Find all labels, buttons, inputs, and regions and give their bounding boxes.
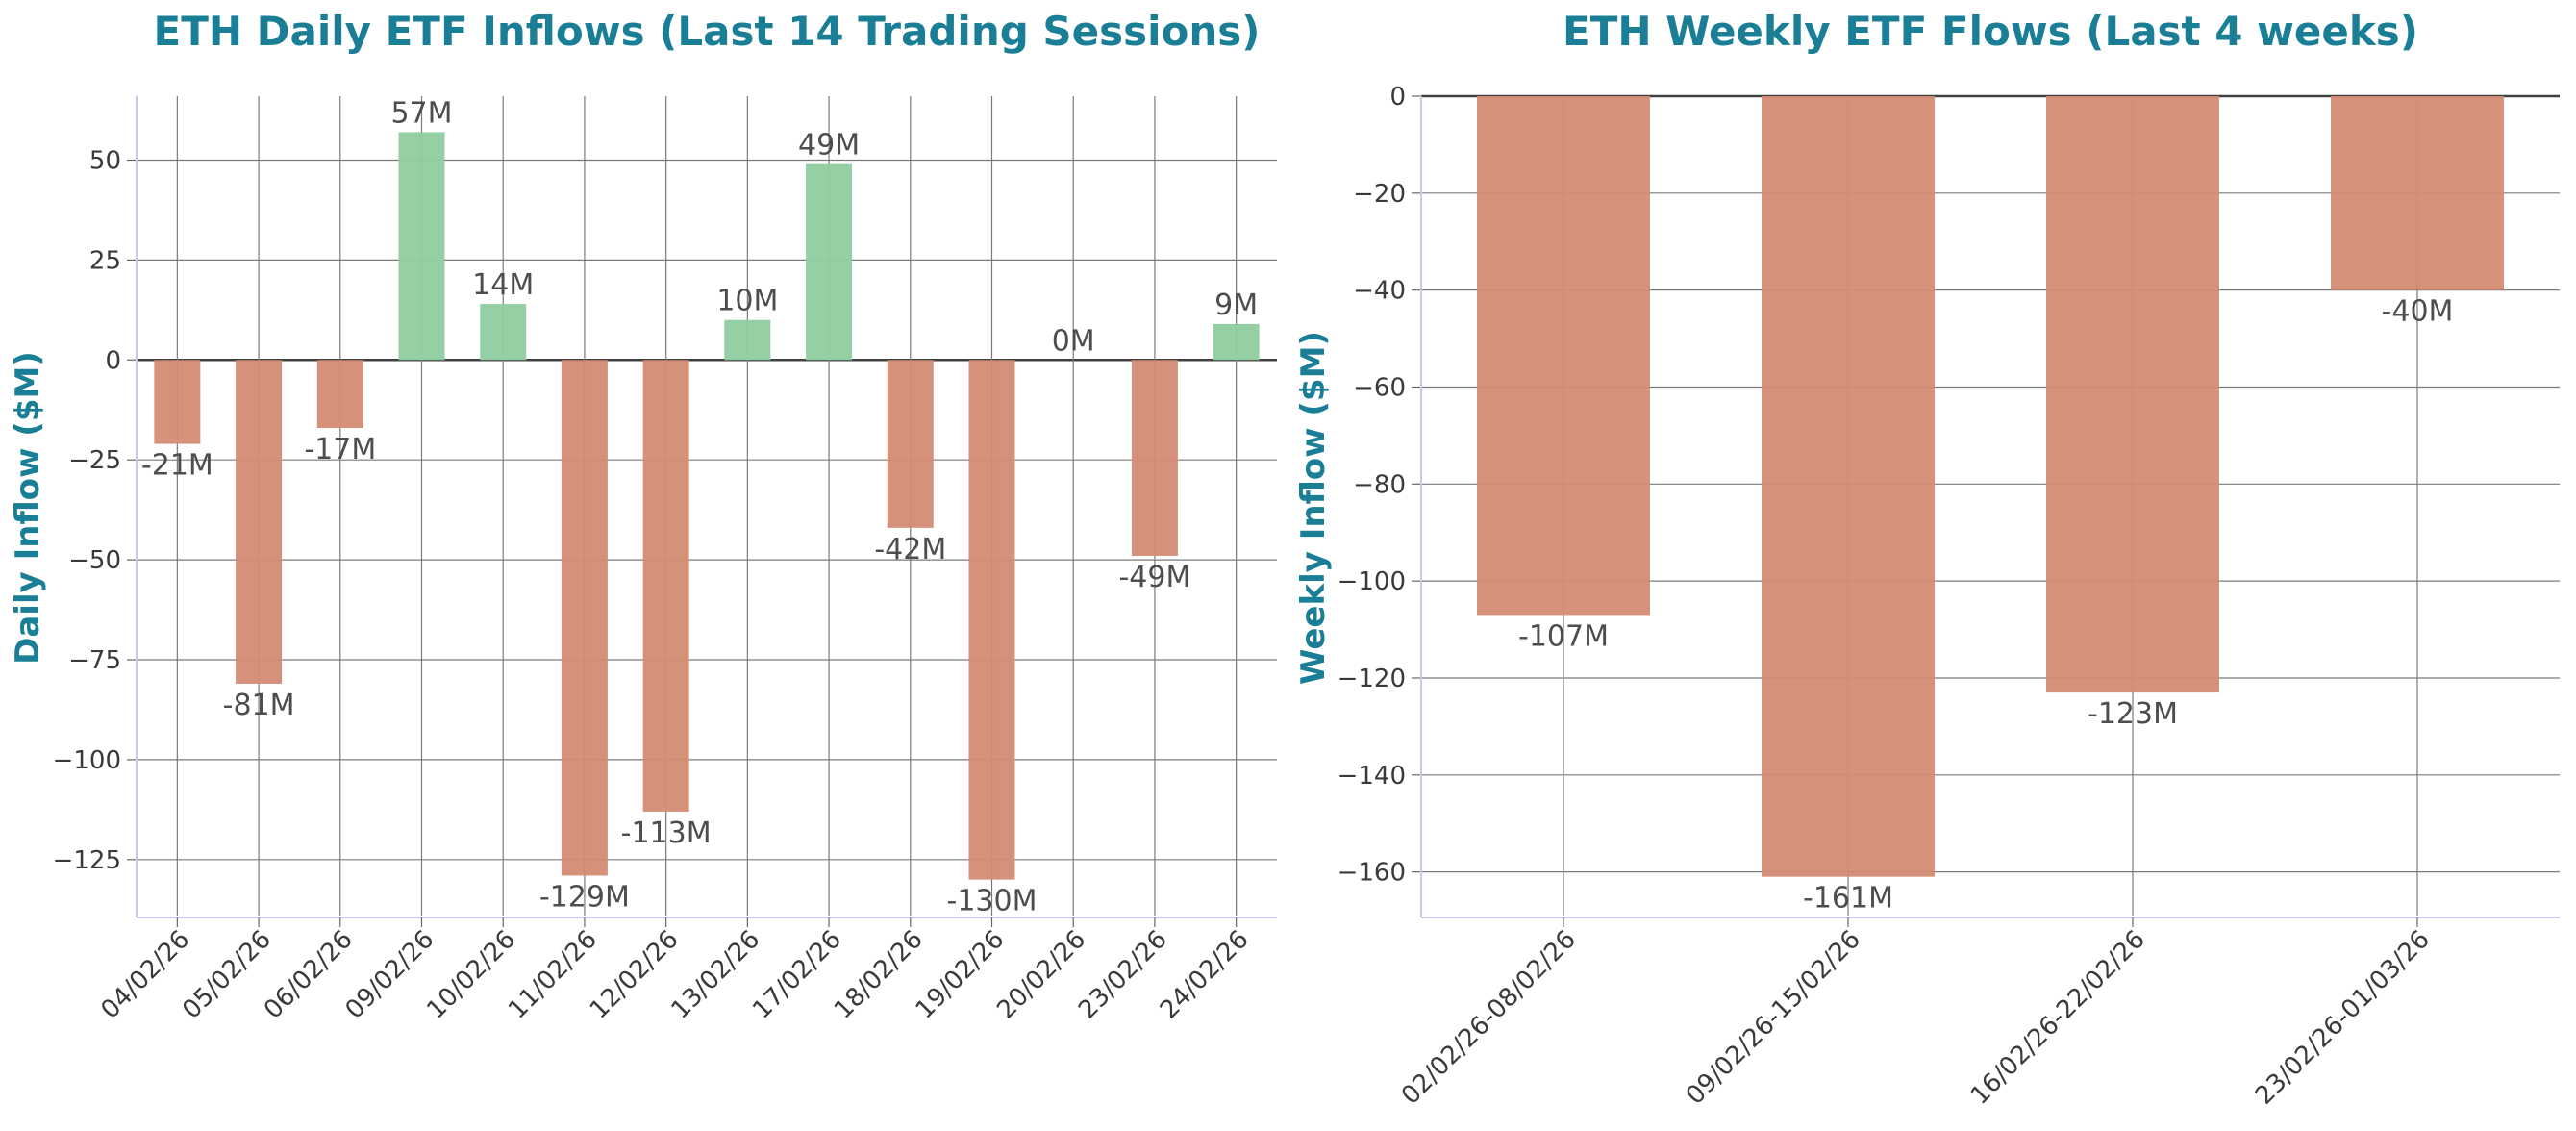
- data-label: 9M: [1214, 289, 1258, 322]
- data-labels: -107M -161M -123M -40M: [1518, 295, 2453, 916]
- bar: [2046, 96, 2219, 693]
- y-tick-label: −120: [1338, 665, 1406, 693]
- daily-chart-title: ETH Daily ETF Inflows (Last 14 Trading S…: [154, 8, 1261, 55]
- bar: [2331, 96, 2504, 290]
- y-tick-label: 0: [105, 346, 121, 375]
- bar: [1762, 96, 1935, 877]
- data-label: -123M: [2088, 697, 2178, 731]
- bar: [316, 360, 363, 428]
- y-tick-label: −25: [68, 446, 121, 475]
- data-label: 10M: [716, 285, 778, 318]
- y-tick-label: −50: [68, 546, 121, 575]
- x-tick-label: 19/02/26: [911, 925, 1011, 1025]
- data-label: -21M: [141, 449, 213, 483]
- y-tick-label: 0: [1389, 83, 1406, 112]
- data-label: -40M: [2382, 295, 2454, 329]
- data-label: -107M: [1518, 619, 1609, 653]
- y-tick-label: −125: [53, 846, 121, 875]
- weekly-chart-title: ETH Weekly ETF Flows (Last 4 weeks): [1563, 8, 2418, 55]
- x-tick-label: 23/02/26-01/03/26: [2250, 925, 2436, 1111]
- y-tick-label: −80: [1353, 470, 1406, 499]
- x-tick-label: 18/02/26: [829, 925, 929, 1025]
- x-tick-label: 24/02/26: [1155, 925, 1255, 1025]
- data-label: -81M: [223, 689, 295, 722]
- data-labels: -21M -81M -17M 57M 14M -129M -113M 10M 49M -42M -1…: [141, 96, 1258, 917]
- y-tick-label: −40: [1353, 277, 1406, 306]
- x-tick-label: 17/02/26: [747, 925, 847, 1025]
- x-tick-label: 20/02/26: [991, 925, 1091, 1025]
- x-tick-label: 11/02/26: [503, 925, 603, 1025]
- bars: [154, 132, 1260, 880]
- data-label: -17M: [304, 433, 376, 466]
- bar: [968, 360, 1015, 880]
- y-tick-label: −100: [53, 746, 121, 775]
- bar: [398, 132, 445, 361]
- data-label: -129M: [539, 880, 630, 914]
- x-tick-label: 13/02/26: [666, 925, 766, 1025]
- data-label: 0M: [1052, 324, 1095, 358]
- x-tick-label: 04/02/26: [96, 925, 196, 1025]
- x-tick-label: 02/02/26-08/02/26: [1396, 925, 1582, 1111]
- bar: [1131, 360, 1178, 556]
- bar: [642, 360, 689, 812]
- bar: [724, 319, 771, 361]
- bar: [236, 360, 283, 684]
- y-tick-label: −100: [1338, 567, 1406, 596]
- bar: [1213, 323, 1260, 361]
- y-tick-label: −140: [1338, 762, 1406, 791]
- daily-inflows-chart: ETH Daily ETF Inflows (Last 14 Trading S…: [9, 8, 1277, 1025]
- weekly-y-axis-label: Weekly Inflow ($M): [1294, 331, 1333, 685]
- x-tick-label: 05/02/26: [177, 925, 277, 1025]
- bar: [561, 360, 608, 876]
- y-tick-label: 25: [89, 246, 121, 275]
- bar: [806, 163, 853, 361]
- data-label: -49M: [1118, 561, 1190, 594]
- data-label: -130M: [947, 885, 1038, 918]
- data-label: 49M: [798, 129, 860, 163]
- x-tick-label: 06/02/26: [259, 925, 359, 1025]
- x-tick-label: 23/02/26: [1073, 925, 1173, 1025]
- data-label: -161M: [1803, 882, 1893, 916]
- y-tick-label: −75: [68, 646, 121, 675]
- bar: [480, 304, 527, 361]
- y-tick-label: −60: [1353, 373, 1406, 402]
- y-tick-label: −20: [1353, 180, 1406, 209]
- y-tick-label: 50: [89, 146, 121, 175]
- data-label: -113M: [621, 817, 712, 850]
- daily-y-axis-label: Daily Inflow ($M): [9, 351, 47, 665]
- x-tick-label: 10/02/26: [421, 925, 521, 1025]
- weekly-flows-chart: ETH Weekly ETF Flows (Last 4 weeks) Week…: [1294, 8, 2560, 1111]
- x-tick-label: 09/02/26-15/02/26: [1681, 925, 1866, 1111]
- data-label: -42M: [874, 533, 946, 566]
- data-label: 14M: [472, 268, 534, 302]
- data-label: 57M: [390, 96, 452, 130]
- x-tick-label: 12/02/26: [585, 925, 685, 1025]
- x-tick-label: 16/02/26-22/02/26: [1965, 925, 2151, 1111]
- y-tick-label: −160: [1338, 859, 1406, 888]
- x-tick-label: 09/02/26: [340, 925, 440, 1025]
- bars: [1477, 96, 2504, 877]
- bar: [887, 360, 934, 528]
- gridlines: [137, 96, 1277, 916]
- bar: [154, 360, 201, 444]
- bar: [1477, 96, 1650, 616]
